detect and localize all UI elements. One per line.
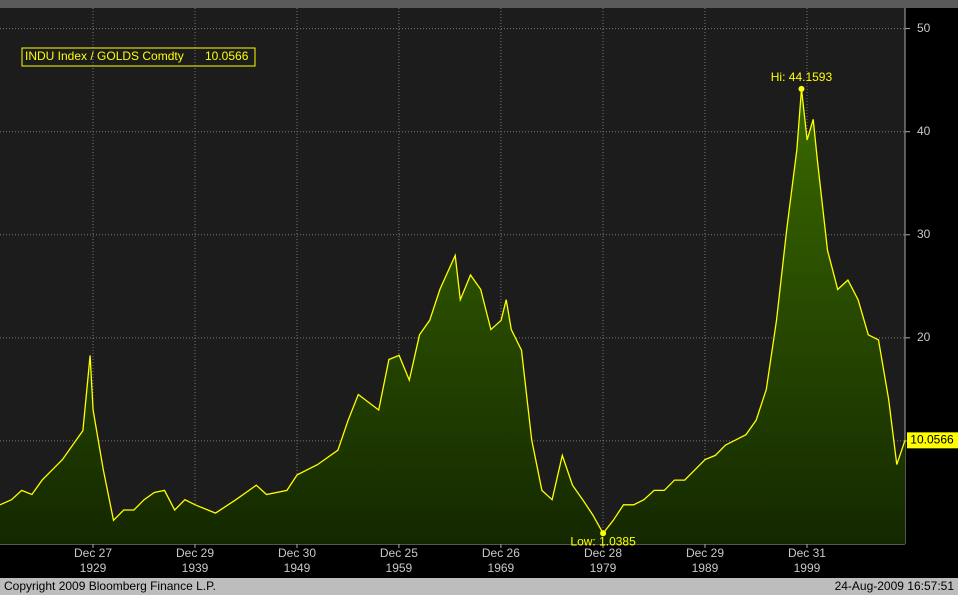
y-tick-label: 20 [917, 330, 931, 344]
last-value-box [907, 432, 958, 449]
footer-bar [0, 578, 958, 595]
x-tick-label: Dec 27 1929 [74, 546, 113, 575]
y-tick-label: 30 [917, 227, 931, 241]
last-value-label: 10.0566 [910, 433, 954, 447]
x-tick-label: Dec 29 1939 [175, 546, 215, 575]
high-marker [798, 85, 805, 92]
y-tick-label: 40 [917, 124, 931, 138]
x-tick-label: Dec 26 1969 [481, 546, 520, 575]
toolbar [0, 0, 958, 8]
low-marker [600, 530, 607, 537]
legend-name: INDU Index / GOLDS Comdty [25, 49, 184, 63]
x-tick-label: Dec 30 1949 [277, 546, 317, 575]
x-tick-label: Dec 25 1959 [379, 546, 418, 575]
high-label: Hi: 44.1593 [771, 70, 833, 84]
y-tick-label: 50 [917, 21, 931, 35]
legend-box [21, 47, 256, 67]
low-label: Low: 1.0385 [570, 534, 636, 548]
x-tick-label: Dec 29 1989 [685, 546, 724, 575]
area [0, 88, 905, 545]
timestamp: 24-Aug-2009 16:57:51 [835, 579, 955, 593]
line [0, 88, 906, 535]
copyright: Copyright 2009 Bloomberg Finance L.P. [4, 579, 216, 593]
legend-value: 10.0566 [205, 49, 249, 63]
x-tick-label: Dec 28 1979 [583, 546, 622, 575]
x-tick-label: Dec 31 1999 [787, 546, 826, 575]
